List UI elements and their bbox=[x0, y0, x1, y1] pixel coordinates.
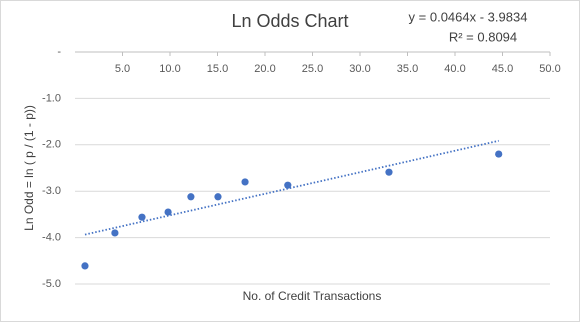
trendline-equation: y = 0.0464x - 3.9834 bbox=[409, 9, 528, 24]
data-point bbox=[495, 150, 503, 158]
y-tick-label: -2.0 bbox=[42, 139, 61, 151]
x-tick-label: 35.0 bbox=[397, 63, 418, 75]
data-point bbox=[385, 168, 393, 176]
x-tick-label: 20.0 bbox=[254, 63, 275, 75]
data-point bbox=[284, 181, 292, 189]
trendline-r2: R² = 0.8094 bbox=[449, 29, 517, 44]
data-point bbox=[214, 193, 222, 201]
y-tick-label: -4.0 bbox=[42, 232, 61, 244]
data-point bbox=[81, 262, 89, 270]
data-point bbox=[187, 193, 195, 201]
x-tick-label: 45.0 bbox=[492, 63, 513, 75]
x-tick-label: 30.0 bbox=[349, 63, 370, 75]
x-axis-title: No. of Credit Transactions bbox=[243, 289, 382, 303]
y-tick-label: -5.0 bbox=[42, 278, 61, 290]
chart-title: Ln Odds Chart bbox=[231, 11, 348, 31]
x-tick-label: 50.0 bbox=[539, 63, 560, 75]
trendline bbox=[84, 139, 499, 236]
y-tick-label: - bbox=[57, 46, 61, 58]
x-tick-label: 10.0 bbox=[159, 63, 180, 75]
data-point bbox=[241, 178, 249, 186]
data-point bbox=[138, 213, 146, 221]
data-point bbox=[111, 229, 119, 237]
x-tick-label: 5.0 bbox=[115, 63, 130, 75]
y-axis-title: Ln Odd = ln ( p / (1 - p)) bbox=[22, 105, 36, 231]
y-tick-label: -3.0 bbox=[42, 185, 61, 197]
x-tick-label: 15.0 bbox=[207, 63, 228, 75]
y-tick-label: -1.0 bbox=[42, 92, 61, 104]
x-tick-label: 40.0 bbox=[444, 63, 465, 75]
x-tick-label: 25.0 bbox=[302, 63, 323, 75]
data-point bbox=[164, 208, 172, 216]
